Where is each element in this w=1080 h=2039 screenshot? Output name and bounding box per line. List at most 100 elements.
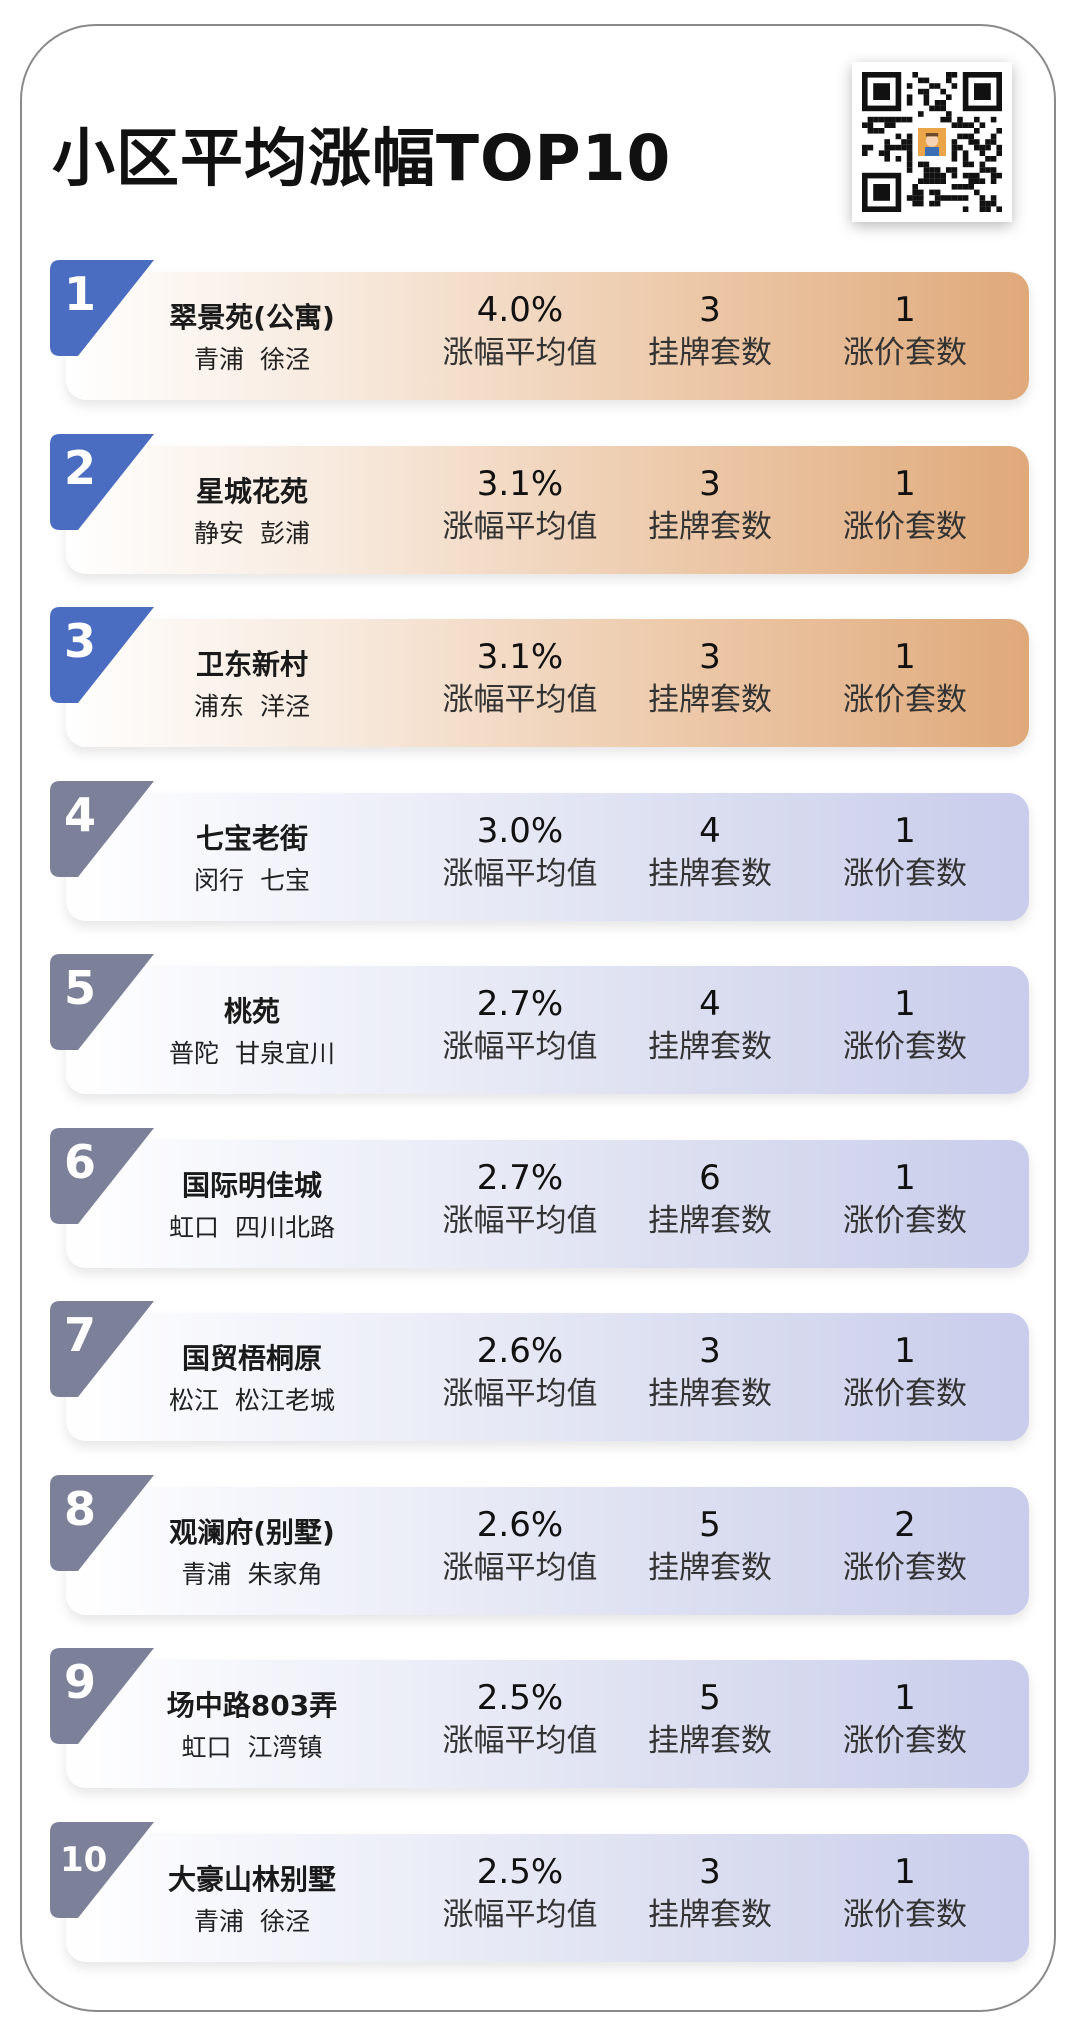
qr-code-icon[interactable]	[852, 62, 1012, 222]
raised-count-stat: 1 涨价套数	[825, 464, 985, 550]
listed-count-label: 挂牌套数	[648, 335, 772, 371]
rank-row-2[interactable]: 2 星城花苑静安 彭浦 3.1% 涨幅平均值 3 挂牌套数 1 涨价套数	[50, 434, 1030, 574]
sub-area: 松江老城	[234, 1386, 335, 1415]
rank-row-4[interactable]: 4 七宝老街 闵行 七宝 3.0% 涨幅平均值 4 挂牌套数 1 涨价套数	[50, 781, 1030, 921]
listed-count-stat: 3 挂牌套数	[635, 637, 785, 723]
sub-area: 朱家角	[247, 1560, 323, 1589]
raised-count-value: 1	[894, 984, 916, 1024]
raised-count-stat: 1 涨价套数	[825, 290, 985, 376]
avg-rise-value: 2.7%	[476, 1158, 564, 1198]
listed-count-label: 挂牌套数	[648, 1029, 772, 1065]
raised-count-label: 涨价套数	[843, 335, 967, 371]
listed-count-value: 3	[699, 464, 721, 504]
rank-row-7[interactable]: 7 国贸梧桐原 松江 松江老城 2.6% 涨幅平均值 3 挂牌套数 1 涨价套数	[50, 1301, 1030, 1441]
listed-count-value: 6	[699, 1158, 721, 1198]
avg-rise-label: 涨幅平均值	[442, 1203, 598, 1239]
community-location: 静安 彭浦	[152, 514, 352, 550]
sub-area: 七宝	[259, 866, 310, 895]
listed-count-stat: 3 挂牌套数	[635, 1852, 785, 1938]
community-location: 虹口 江湾镇	[152, 1728, 352, 1764]
rank-badge: 9	[50, 1648, 154, 1744]
listed-count-value: 5	[699, 1505, 721, 1545]
raised-count-value: 1	[894, 464, 916, 504]
listed-count-label: 挂牌套数	[648, 1550, 772, 1586]
district: 浦东	[194, 692, 245, 721]
rank-badge: 4	[50, 781, 154, 877]
avg-rise-label: 涨幅平均值	[442, 1550, 598, 1586]
listed-count-label: 挂牌套数	[648, 1723, 772, 1759]
raised-count-label: 涨价套数	[843, 1897, 967, 1933]
raised-count-stat: 1 涨价套数	[825, 637, 985, 723]
community-location: 虹口 四川北路	[152, 1208, 352, 1244]
avg-rise-label: 涨幅平均值	[442, 1376, 598, 1412]
avg-rise-stat: 2.5% 涨幅平均值	[430, 1852, 610, 1938]
raised-count-stat: 1 涨价套数	[825, 811, 985, 897]
avg-rise-value: 3.1%	[476, 464, 564, 504]
district: 青浦	[181, 1560, 232, 1589]
raised-count-label: 涨价套数	[843, 1029, 967, 1065]
avg-rise-value: 2.7%	[476, 984, 564, 1024]
rank-number: 2	[64, 441, 97, 495]
rank-row-9[interactable]: 9 场中路803弄 虹口 江湾镇 2.5% 涨幅平均值 5 挂牌套数 1 涨价套数	[50, 1648, 1030, 1788]
listed-count-stat: 5 挂牌套数	[635, 1505, 785, 1591]
rank-row-3[interactable]: 3 卫东新村 浦东 洋泾 3.1% 涨幅平均值 3 挂牌套数 1 涨价套数	[50, 607, 1030, 747]
rank-row-1[interactable]: 1 翠景苑(公寓) 青浦 徐泾 4.0% 涨幅平均值 3 挂牌套数 1 涨价套数	[50, 260, 1030, 400]
avg-rise-label: 涨幅平均值	[442, 1897, 598, 1933]
listed-count-stat: 3 挂牌套数	[635, 1331, 785, 1417]
community-name: 场中路803弄	[166, 1689, 338, 1722]
rank-number: 4	[64, 788, 97, 842]
listed-count-stat: 4 挂牌套数	[635, 811, 785, 897]
rank-row-8[interactable]: 8 观澜府(别墅) 青浦 朱家角 2.6% 涨幅平均值 5 挂牌套数 2 涨价套数	[50, 1475, 1030, 1615]
listed-count-label: 挂牌套数	[648, 1376, 772, 1412]
avg-rise-label: 涨幅平均值	[442, 1029, 598, 1065]
community-location: 普陀 甘泉宜川	[152, 1034, 352, 1070]
page-title: 小区平均涨幅TOP10	[52, 122, 672, 195]
avg-rise-label: 涨幅平均值	[442, 509, 598, 545]
community-name: 七宝老街	[195, 822, 308, 855]
row-background	[66, 272, 1029, 400]
listed-count-label: 挂牌套数	[648, 1203, 772, 1239]
raised-count-value: 1	[894, 1852, 916, 1892]
raised-count-value: 2	[894, 1505, 916, 1545]
rank-badge: 8	[50, 1475, 154, 1571]
sub-area: 四川北路	[234, 1213, 335, 1242]
avg-rise-value: 3.1%	[476, 637, 564, 677]
community-location: 闵行 七宝	[152, 861, 352, 897]
row-background	[66, 1487, 1029, 1615]
rank-row-5[interactable]: 5 桃苑 普陀 甘泉宜川 2.7% 涨幅平均值 4 挂牌套数 1 涨价套数	[50, 954, 1030, 1094]
listed-count-label: 挂牌套数	[648, 1897, 772, 1933]
raised-count-value: 1	[894, 290, 916, 330]
community-name: 大豪山林别墅	[167, 1863, 336, 1896]
district: 虹口	[181, 1733, 232, 1762]
avg-rise-stat: 3.1% 涨幅平均值	[430, 637, 610, 723]
community-location: 青浦 徐泾	[152, 340, 352, 376]
listed-count-value: 4	[699, 811, 721, 851]
rank-badge: 1	[50, 260, 154, 356]
sub-area: 彭浦	[259, 519, 310, 548]
rank-badge: 10	[50, 1822, 154, 1918]
community-name: 星城花苑	[195, 475, 308, 508]
raised-count-value: 1	[894, 811, 916, 851]
rank-badge: 6	[50, 1128, 154, 1224]
community-name: 卫东新村	[195, 648, 308, 681]
avg-rise-stat: 2.5% 涨幅平均值	[430, 1678, 610, 1764]
community-name: 观澜府(别墅)	[169, 1516, 335, 1549]
listed-count-value: 4	[699, 984, 721, 1024]
rank-badge: 2	[50, 434, 154, 530]
sub-area: 洋泾	[259, 692, 310, 721]
district: 闵行	[194, 866, 245, 895]
rank-row-6[interactable]: 6 国际明佳城 虹口 四川北路 2.7% 涨幅平均值 6 挂牌套数 1 涨价套数	[50, 1128, 1030, 1268]
raised-count-value: 1	[894, 1678, 916, 1718]
district: 虹口	[169, 1213, 220, 1242]
district: 青浦	[194, 1907, 245, 1936]
district: 松江	[169, 1386, 220, 1415]
listed-count-label: 挂牌套数	[648, 509, 772, 545]
raised-count-stat: 2 涨价套数	[825, 1505, 985, 1591]
listed-count-stat: 3 挂牌套数	[635, 290, 785, 376]
avg-rise-stat: 2.6% 涨幅平均值	[430, 1505, 610, 1591]
rank-row-10[interactable]: 10 大豪山林别墅 青浦 徐泾 2.5% 涨幅平均值 3 挂牌套数 1 涨价套数	[50, 1822, 1030, 1962]
community-name: 翠景苑(公寓)	[169, 301, 335, 334]
row-background	[66, 1313, 1029, 1441]
avg-rise-value: 2.5%	[476, 1852, 564, 1892]
